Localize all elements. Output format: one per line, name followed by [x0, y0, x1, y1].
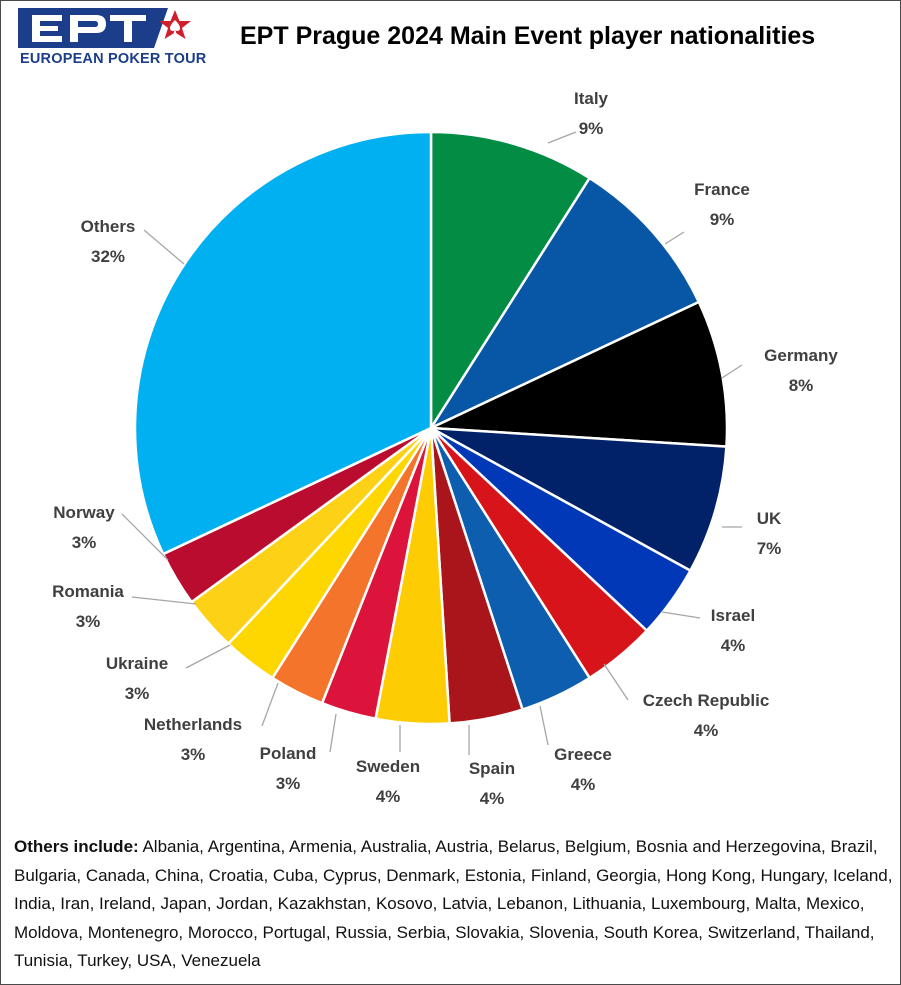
- slice-percent-others: 32%: [91, 247, 125, 266]
- leader-line-norway: [121, 513, 169, 561]
- slice-percent-sweden: 4%: [376, 787, 401, 806]
- leader-line-others: [143, 229, 185, 265]
- leader-line-italy: [547, 131, 577, 144]
- slice-label-norway: Norway: [53, 503, 115, 522]
- leader-line-france: [664, 231, 685, 245]
- pie-slice-others: [133, 130, 433, 556]
- slice-label-ukraine: Ukraine: [106, 654, 168, 673]
- slice-percent-romania: 3%: [76, 612, 101, 631]
- logo-letter-e: [32, 15, 62, 42]
- pie-slices: [133, 130, 729, 726]
- slice-label-poland: Poland: [260, 744, 317, 763]
- slice-label-uk: UK: [757, 509, 782, 528]
- chart-title: EPT Prague 2024 Main Event player nation…: [240, 22, 816, 50]
- slice-label-france: France: [694, 180, 750, 199]
- logo-letter-p: [70, 15, 106, 42]
- pie-labels: Italy 9% France 9% Germany 8% UK 7% Israel 4% Czec…: [52, 89, 838, 808]
- ept-logo: EUROPEAN POKER TOUR: [18, 8, 206, 70]
- slice-percent-czech-republic: 4%: [694, 721, 719, 740]
- leader-line-netherlands: [261, 682, 279, 727]
- pie-slice-uk: [430, 426, 728, 573]
- slice-label-romania: Romania: [52, 582, 124, 601]
- slice-percent-italy: 9%: [579, 119, 604, 138]
- leader-line-israel: [661, 611, 701, 619]
- leader-line-czech-republic: [603, 663, 629, 701]
- leader-line-poland: [329, 713, 337, 753]
- slice-percent-uk: 7%: [757, 539, 782, 558]
- slice-percent-netherlands: 3%: [181, 745, 206, 764]
- slice-percent-spain: 4%: [480, 789, 505, 808]
- pie-slice-germany: [430, 300, 729, 448]
- footnote-lead: Others include:: [14, 837, 139, 856]
- slice-label-czech-republic: Czech Republic: [643, 691, 770, 710]
- ept-logo-mark: [18, 8, 191, 48]
- slice-label-spain: Spain: [469, 759, 515, 778]
- slice-label-germany: Germany: [764, 346, 838, 365]
- slice-label-greece: Greece: [554, 745, 612, 764]
- leader-line-ukraine: [185, 644, 231, 669]
- pie-leader-lines: [121, 131, 743, 755]
- slice-percent-greece: 4%: [571, 775, 596, 794]
- leader-line-germany: [721, 364, 743, 379]
- logo-spade-icon: [170, 20, 180, 34]
- slice-label-netherlands: Netherlands: [144, 715, 242, 734]
- pie-slice-france: [427, 176, 701, 431]
- slice-percent-germany: 8%: [789, 376, 814, 395]
- slice-label-others: Others: [81, 217, 136, 236]
- slice-percent-france: 9%: [710, 210, 735, 229]
- logo-letter-t: [110, 15, 146, 42]
- pie-slice-italy: [429, 130, 592, 433]
- slice-label-israel: Israel: [711, 606, 755, 625]
- slice-percent-israel: 4%: [721, 636, 746, 655]
- slice-label-sweden: Sweden: [356, 757, 420, 776]
- pie-chart: Italy 9% France 9% Germany 8% UK 7% Israel 4% Czec…: [52, 89, 838, 808]
- slice-percent-poland: 3%: [276, 774, 301, 793]
- leader-line-greece: [539, 705, 549, 746]
- slice-percent-norway: 3%: [72, 533, 97, 552]
- slice-label-italy: Italy: [574, 89, 609, 108]
- slice-percent-ukraine: 3%: [125, 684, 150, 703]
- others-footnote: Others include: Albania, Argentina, Arme…: [14, 833, 894, 976]
- leader-line-romania: [131, 596, 197, 605]
- logo-tagline: EUROPEAN POKER TOUR: [20, 51, 207, 67]
- footnote-text: Albania, Argentina, Armenia, Australia, …: [14, 837, 893, 970]
